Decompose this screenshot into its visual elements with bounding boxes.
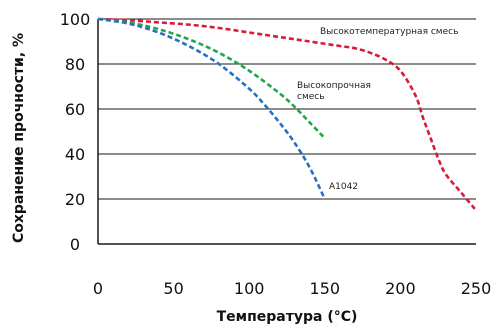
x-tick-label: 150 [310, 279, 341, 298]
x-tick-label: 100 [234, 279, 265, 298]
series-line-a1042 [97, 17, 326, 200]
x-tick-label: 250 [461, 279, 492, 298]
x-tick-label: 200 [385, 279, 416, 298]
series-label-line: смесь [297, 92, 325, 102]
y-tick-label: 80 [65, 55, 85, 74]
x-tick-label: 50 [163, 279, 183, 298]
y-tick-label: 0 [70, 235, 80, 254]
axes [97, 19, 476, 245]
y-tick-label: 100 [60, 10, 91, 29]
series-label-high-temperature-mix: Высокотемпературная смесь [320, 27, 458, 37]
y-tick-label: 40 [65, 145, 85, 164]
series-label-line: Высокопрочная [297, 81, 371, 91]
y-axis-title: Сохранение прочности, % [11, 33, 27, 243]
grid-lines [98, 18, 476, 200]
series-label-high-strength-mix: Высокопрочная смесь [297, 81, 371, 102]
x-tick-label: 0 [93, 279, 103, 298]
y-tick-label: 20 [65, 190, 85, 209]
series-label-a1042: A1042 [329, 182, 358, 192]
y-tick-labels: 0 20 40 60 80 100 [60, 10, 91, 254]
series-line-high-temperature-mix [97, 17, 477, 212]
y-tick-label: 60 [65, 100, 85, 119]
series-line-high-strength-mix [97, 17, 326, 140]
series-labels: Высокотемпературная смесь Высокопрочная см… [297, 27, 458, 192]
x-axis-title: Температура (°C) [217, 309, 358, 325]
x-tick-labels: 0 50 100 150 200 250 [93, 279, 491, 298]
series-lines [97, 17, 477, 212]
